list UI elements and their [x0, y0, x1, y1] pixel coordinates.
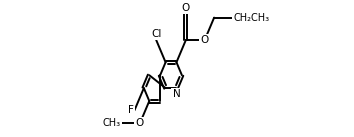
Text: CH₃: CH₃ — [103, 118, 121, 128]
Text: Cl: Cl — [151, 29, 161, 39]
Text: O: O — [136, 118, 144, 128]
Text: CH₂CH₃: CH₂CH₃ — [233, 13, 269, 23]
Text: F: F — [128, 105, 134, 115]
Text: N: N — [173, 89, 180, 99]
Text: O: O — [182, 3, 190, 13]
Text: O: O — [201, 35, 209, 45]
